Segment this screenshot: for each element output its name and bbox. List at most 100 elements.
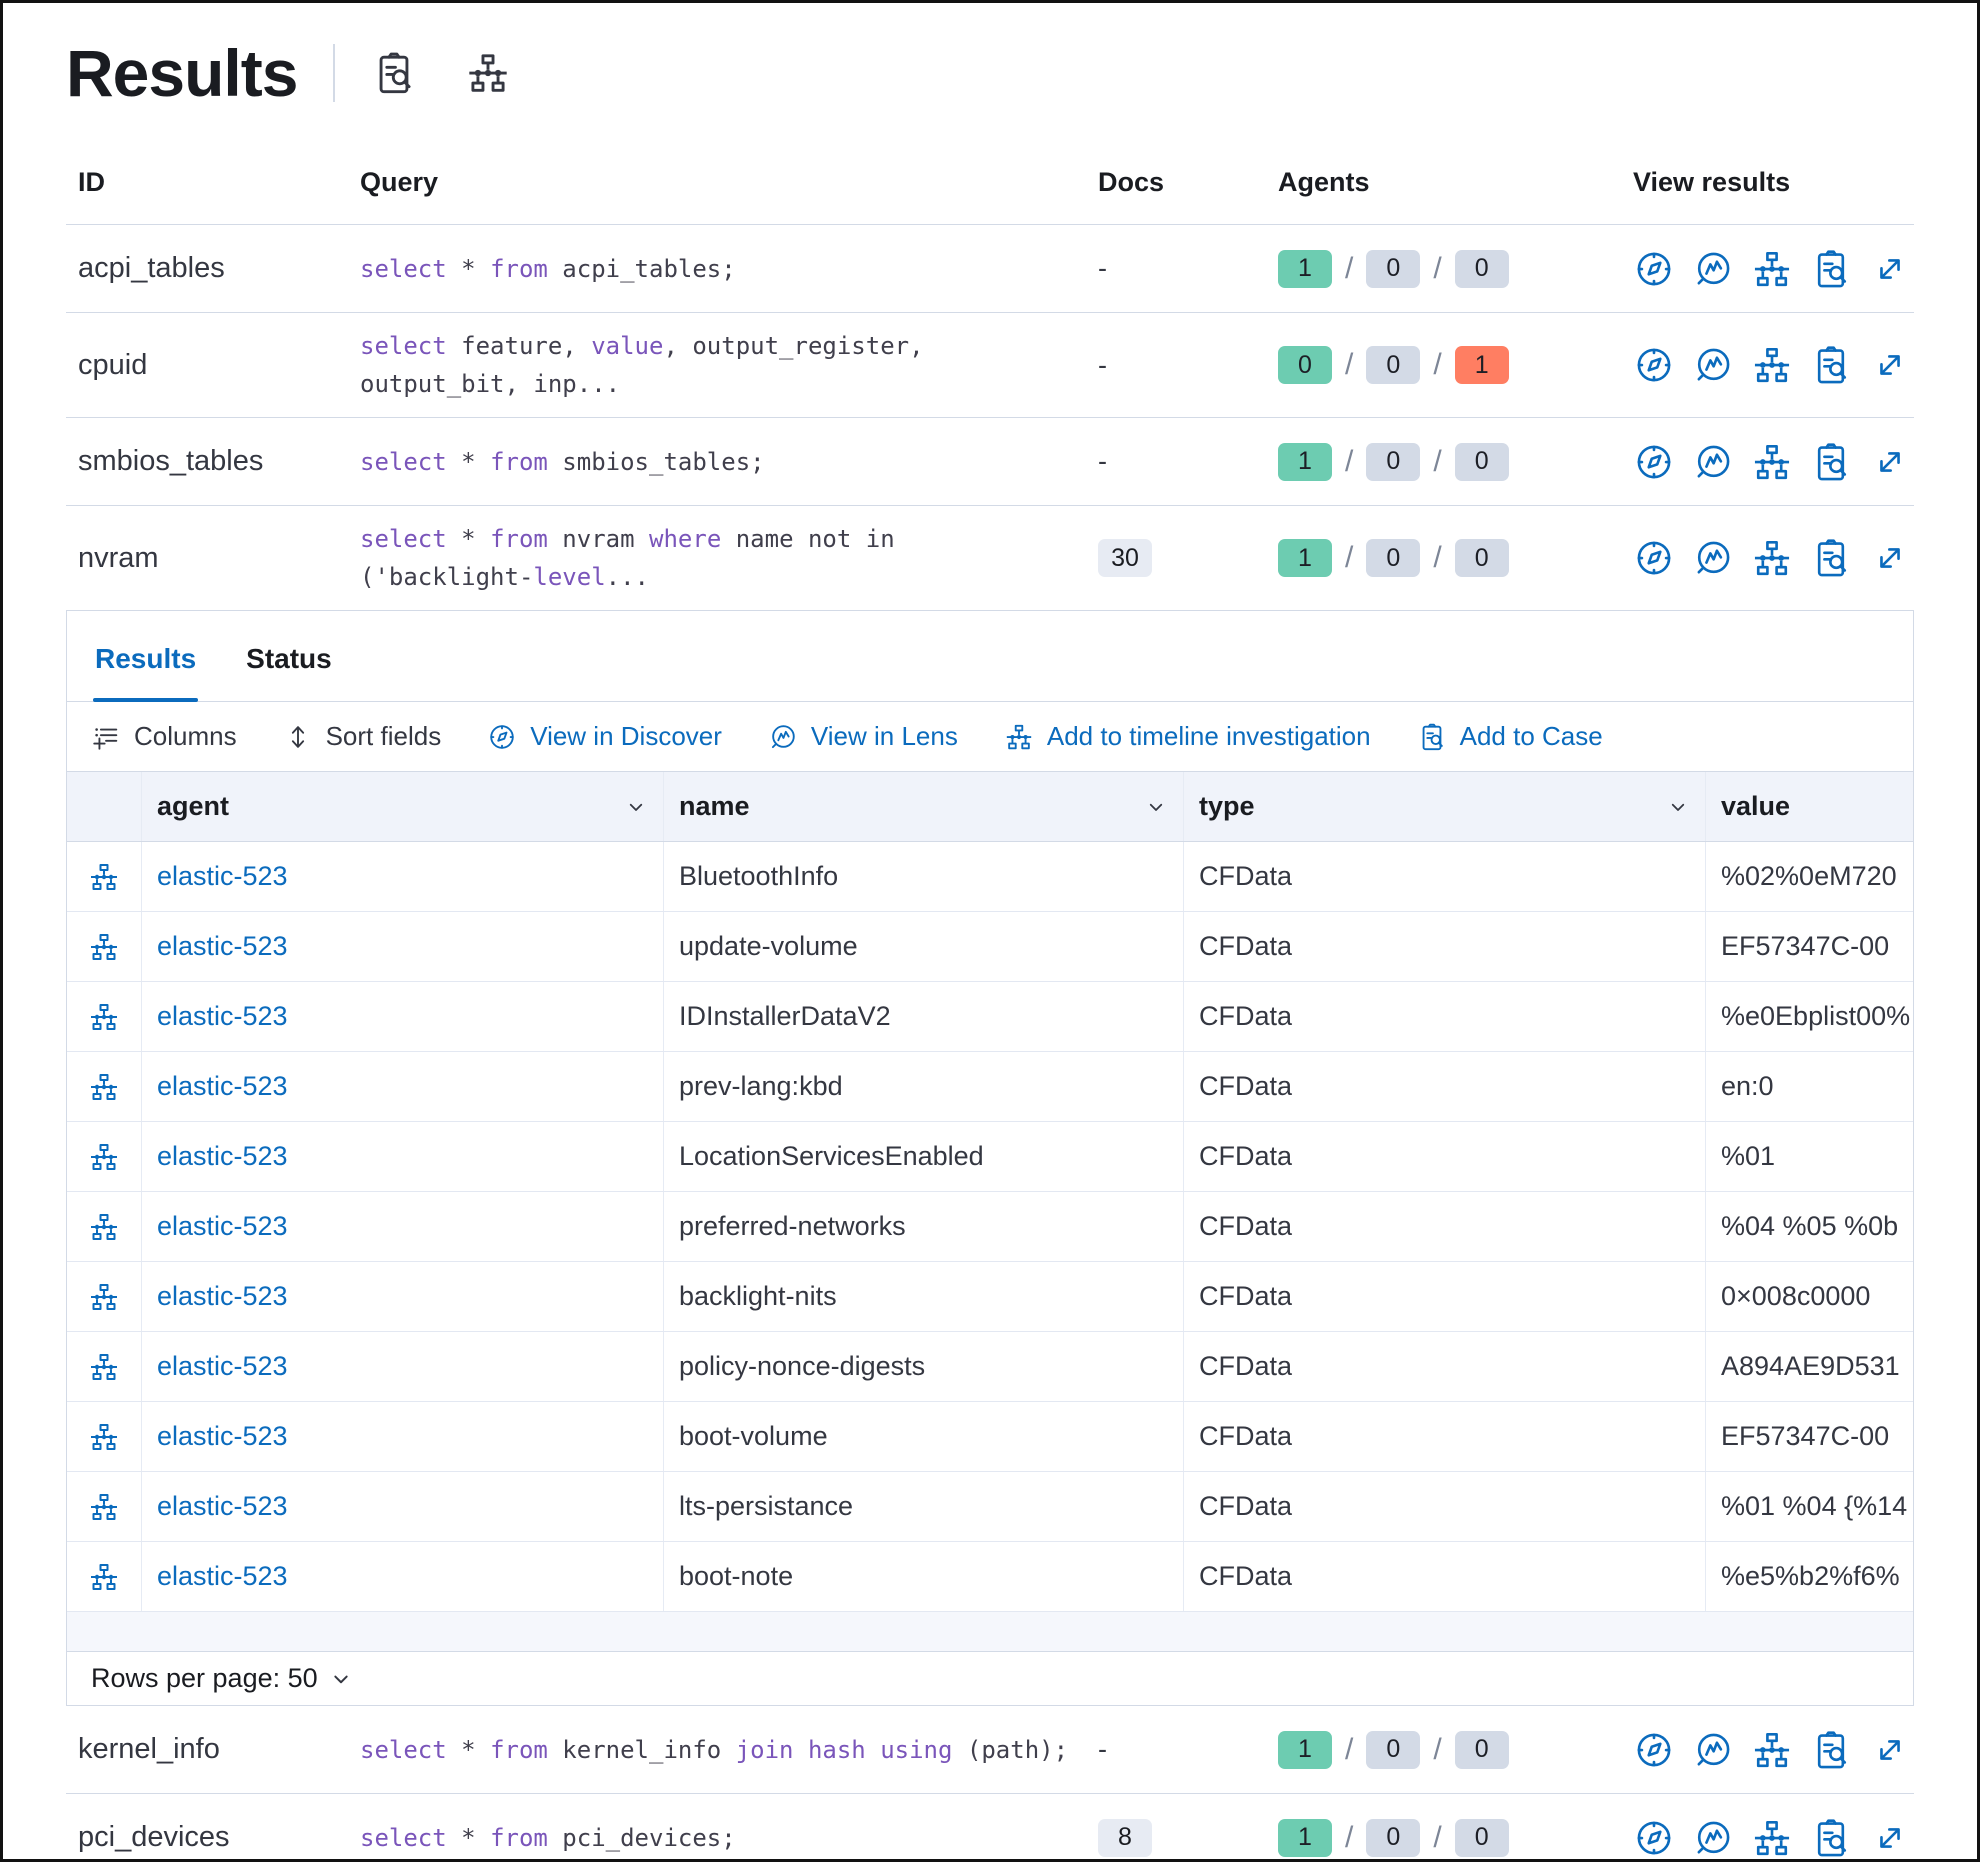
expand-icon[interactable] [1869, 1817, 1911, 1859]
lens-icon[interactable] [1692, 1817, 1734, 1859]
agent-link[interactable]: elastic-523 [157, 1001, 288, 1031]
inspect-icon[interactable] [1810, 344, 1852, 386]
lens-icon[interactable] [1692, 248, 1734, 290]
expand-icon[interactable] [1869, 441, 1911, 483]
discover-icon [487, 722, 517, 752]
agent-link[interactable]: elastic-523 [157, 931, 288, 961]
timeline-icon[interactable] [1751, 441, 1793, 483]
agent-link[interactable]: elastic-523 [157, 861, 288, 891]
case-icon [1417, 722, 1447, 752]
timeline-icon[interactable] [88, 1071, 120, 1103]
timeline-icon[interactable] [88, 1281, 120, 1313]
timeline-icon[interactable] [465, 50, 511, 96]
agent-cell: elastic-523 [142, 1262, 664, 1331]
view-results-actions [1621, 529, 1914, 587]
query-id: nvram [78, 541, 159, 574]
query-row-cpuid: cpuid select feature, value, output_regis… [66, 313, 1914, 418]
agent-link[interactable]: elastic-523 [157, 1141, 288, 1171]
sql-text: * [446, 1823, 491, 1852]
agent-link[interactable]: elastic-523 [157, 1281, 288, 1311]
sort-fields-button[interactable]: Sort fields [283, 721, 441, 752]
name-cell: prev-lang:kbd [664, 1052, 1184, 1121]
agents-success-badge: 0 [1278, 346, 1332, 384]
tab-status[interactable]: Status [246, 643, 332, 674]
inspect-icon[interactable] [1810, 1729, 1852, 1771]
header-actions [371, 50, 511, 96]
discover-icon[interactable] [1633, 441, 1675, 483]
query-line: select feature, value, output_register, [360, 327, 1074, 365]
agent-link[interactable]: elastic-523 [157, 1071, 288, 1101]
timeline-icon[interactable] [88, 931, 120, 963]
column-header-value[interactable]: value [1706, 772, 1913, 841]
query-row-nvram: nvram select * from nvram where name not … [66, 506, 1914, 611]
timeline-icon[interactable] [88, 1491, 120, 1523]
agent-link[interactable]: elastic-523 [157, 1351, 288, 1381]
timeline-icon[interactable] [88, 1141, 120, 1173]
results-grid: agent name type value elastic-523 BluetoothI… [67, 772, 1913, 1705]
discover-icon[interactable] [1633, 1729, 1675, 1771]
lens-icon[interactable] [1692, 1729, 1734, 1771]
agent-link[interactable]: elastic-523 [157, 1491, 288, 1521]
timeline-icon[interactable] [88, 1421, 120, 1453]
query-sql: select * from nvram where name not in ('b… [348, 506, 1086, 610]
timeline-icon[interactable] [1751, 537, 1793, 579]
result-row: elastic-523 preferred-networks CFData %04 %… [67, 1192, 1913, 1262]
timeline-icon[interactable] [1751, 344, 1793, 386]
column-header-agent[interactable]: agent [142, 772, 664, 841]
agents-status: 1 / 0 / 0 [1266, 531, 1621, 585]
agent-link[interactable]: elastic-523 [157, 1211, 288, 1241]
discover-icon[interactable] [1633, 248, 1675, 290]
expand-icon[interactable] [1869, 537, 1911, 579]
view-in-discover-button[interactable]: View in Discover [487, 721, 722, 752]
chevron-down-icon[interactable] [1666, 795, 1690, 819]
sql-keyword: select [360, 254, 447, 283]
column-header-name[interactable]: name [664, 772, 1184, 841]
timeline-icon[interactable] [88, 861, 120, 893]
timeline-icon[interactable] [88, 1351, 120, 1383]
chevron-down-icon[interactable] [1144, 795, 1168, 819]
expand-icon[interactable] [1869, 1729, 1911, 1771]
view-in-lens-button-label: View in Lens [810, 721, 958, 751]
agent-link[interactable]: elastic-523 [157, 1561, 288, 1591]
inspect-icon[interactable] [1810, 441, 1852, 483]
agent-cell: elastic-523 [142, 1542, 664, 1611]
timeline-icon[interactable] [1751, 1817, 1793, 1859]
inspect-icon[interactable] [371, 50, 417, 96]
query-sql: select * from pci_devices; [348, 1805, 1086, 1860]
agent-link[interactable]: elastic-523 [157, 1421, 288, 1451]
badge-separator: / [1345, 1732, 1354, 1766]
query-row-kernel_info: kernel_info select * from kernel_info joi… [66, 1706, 1914, 1794]
timeline-icon[interactable] [88, 1561, 120, 1593]
discover-icon[interactable] [1633, 537, 1675, 579]
query-id: cpuid [78, 348, 148, 381]
view-in-lens-button[interactable]: View in Lens [768, 721, 958, 752]
lens-icon[interactable] [1692, 537, 1734, 579]
expand-icon[interactable] [1869, 344, 1911, 386]
tab-results[interactable]: Results [93, 611, 199, 702]
row-lead-actions [67, 1192, 142, 1261]
inspect-icon[interactable] [1810, 1817, 1852, 1859]
add-to-timeline-button[interactable]: Add to timeline investigation [1004, 721, 1371, 752]
chevron-down-icon[interactable] [624, 795, 648, 819]
discover-icon[interactable] [1633, 1817, 1675, 1859]
columns-button[interactable]: Columns [91, 721, 237, 752]
sql-text: pci_devices; [547, 1823, 736, 1852]
inspect-icon[interactable] [1810, 537, 1852, 579]
value-cell: EF57347C-00 [1721, 1421, 1890, 1451]
discover-icon[interactable] [1633, 344, 1675, 386]
rows-per-page[interactable]: Rows per page: 50 [67, 1652, 1913, 1705]
timeline-icon[interactable] [88, 1211, 120, 1243]
expand-icon[interactable] [1869, 248, 1911, 290]
sql-text: acpi_tables; [547, 254, 736, 283]
add-to-case-button[interactable]: Add to Case [1417, 721, 1603, 752]
timeline-icon[interactable] [1751, 1729, 1793, 1771]
query-line: select * from kernel_info join hash usin… [360, 1731, 1074, 1769]
column-header-type[interactable]: type [1184, 772, 1706, 841]
lens-icon[interactable] [1692, 344, 1734, 386]
inspect-icon[interactable] [1810, 248, 1852, 290]
lens-icon[interactable] [1692, 441, 1734, 483]
timeline-icon[interactable] [88, 1001, 120, 1033]
timeline-icon[interactable] [1751, 248, 1793, 290]
name-cell: boot-note [664, 1542, 1184, 1611]
